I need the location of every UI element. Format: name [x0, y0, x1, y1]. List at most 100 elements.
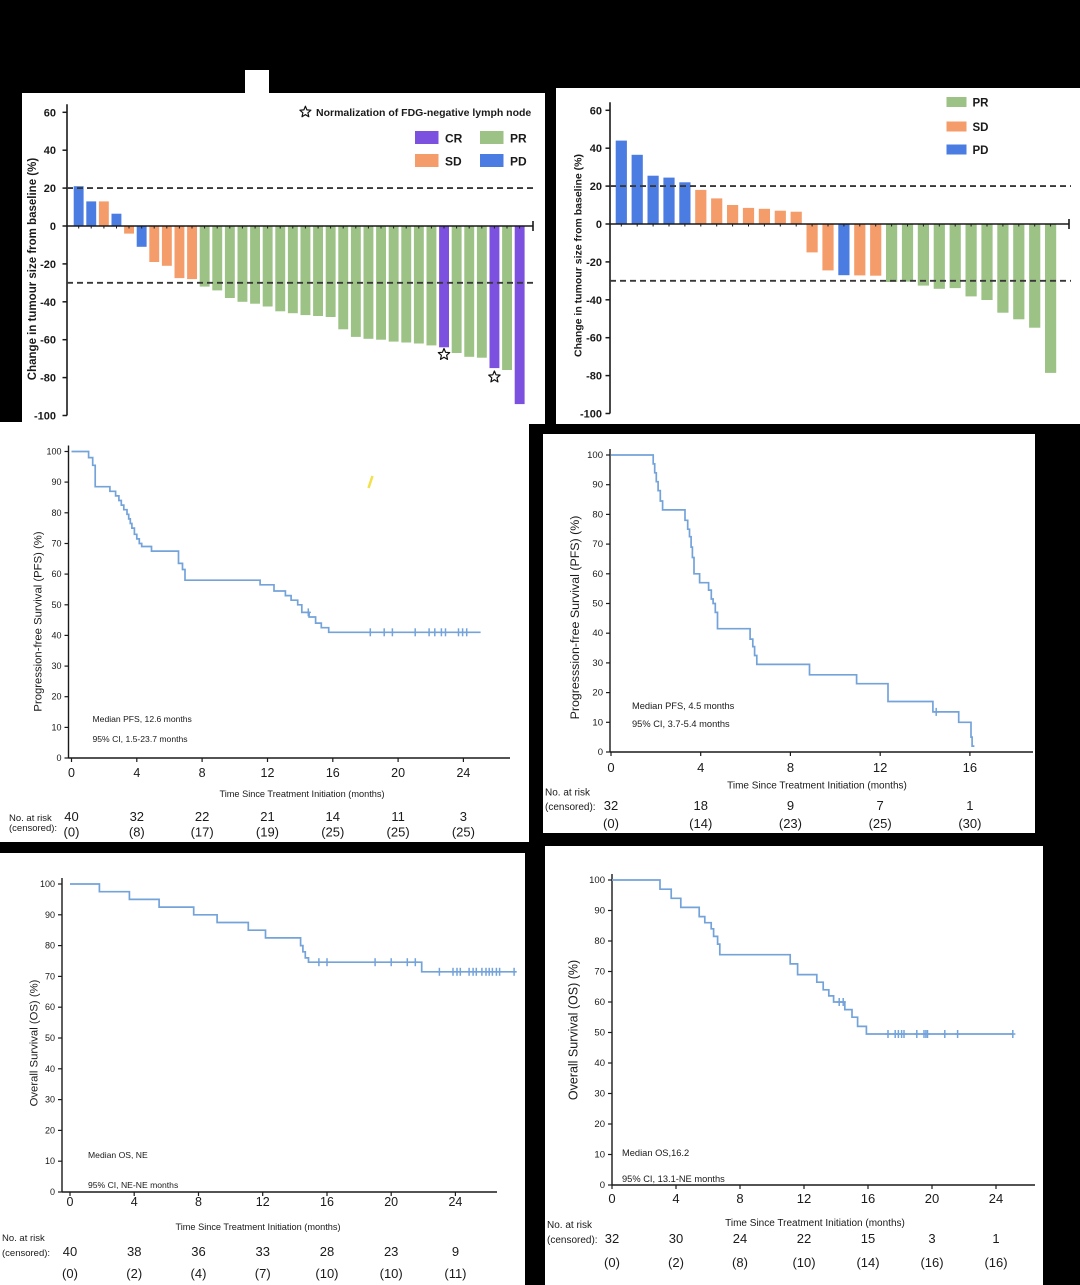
svg-text:12: 12: [256, 1195, 270, 1209]
svg-text:3: 3: [928, 1231, 935, 1246]
svg-text:(2): (2): [668, 1255, 684, 1270]
svg-text:80: 80: [51, 508, 61, 518]
svg-text:No. at risk: No. at risk: [2, 1233, 45, 1244]
svg-text:80: 80: [592, 509, 603, 520]
svg-text:No. at risk: No. at risk: [547, 1220, 593, 1231]
svg-text:38: 38: [127, 1244, 141, 1259]
svg-text:(censored):: (censored):: [2, 1248, 50, 1259]
svg-text:24: 24: [448, 1195, 462, 1209]
svg-text:32: 32: [604, 798, 618, 813]
svg-text:(14): (14): [689, 816, 712, 831]
svg-text:(11): (11): [444, 1266, 466, 1281]
svg-text:18: 18: [693, 798, 707, 813]
svg-text:-40: -40: [586, 295, 602, 307]
svg-text:-60: -60: [586, 333, 602, 345]
svg-text:(25): (25): [387, 825, 410, 840]
svg-text:(0): (0): [64, 825, 80, 840]
svg-text:-100: -100: [580, 409, 602, 421]
svg-text:70: 70: [592, 539, 603, 550]
svg-text:80: 80: [594, 936, 605, 947]
svg-text:8: 8: [199, 766, 206, 780]
svg-text:-80: -80: [40, 373, 56, 385]
svg-text:(14): (14): [856, 1255, 879, 1270]
svg-text:(25): (25): [452, 825, 475, 840]
svg-text:9: 9: [452, 1244, 459, 1259]
svg-text:(4): (4): [191, 1266, 207, 1281]
svg-text:60: 60: [594, 997, 605, 1008]
svg-text:1: 1: [992, 1231, 999, 1246]
svg-text:No. at risk: No. at risk: [9, 813, 52, 824]
svg-text:30: 30: [669, 1231, 683, 1246]
svg-text:100: 100: [587, 450, 603, 461]
svg-text:24: 24: [989, 1191, 1003, 1206]
svg-text:40: 40: [44, 145, 56, 157]
svg-text:70: 70: [45, 971, 55, 981]
svg-text:15: 15: [861, 1231, 875, 1246]
svg-text:95% CI, NE-NE months: 95% CI, NE-NE months: [88, 1180, 178, 1190]
svg-text:16: 16: [861, 1191, 875, 1206]
svg-text:40: 40: [590, 143, 602, 155]
svg-text:(censored):: (censored):: [547, 1235, 598, 1246]
svg-text:60: 60: [51, 569, 61, 579]
svg-text:4: 4: [672, 1191, 679, 1206]
svg-text:(0): (0): [604, 1255, 620, 1270]
svg-text:16: 16: [326, 766, 340, 780]
svg-text:(16): (16): [984, 1255, 1007, 1270]
svg-text:SD: SD: [973, 122, 989, 134]
svg-text:(25): (25): [321, 825, 344, 840]
svg-text:20: 20: [51, 692, 61, 702]
svg-text:20: 20: [44, 183, 56, 195]
svg-text:90: 90: [594, 906, 605, 917]
svg-text:Time Since Treatment Initiatio: Time Since Treatment Initiation (months): [725, 1218, 905, 1229]
svg-text:40: 40: [64, 809, 78, 824]
svg-text:100: 100: [40, 879, 55, 889]
svg-text:21: 21: [260, 809, 274, 824]
svg-text:(2): (2): [126, 1266, 142, 1281]
svg-text:0: 0: [50, 1187, 55, 1197]
svg-text:-60: -60: [40, 335, 56, 347]
svg-text:20: 20: [594, 1119, 605, 1130]
svg-text:0: 0: [607, 760, 614, 775]
svg-text:16: 16: [320, 1195, 334, 1209]
svg-text:Median OS, NE: Median OS, NE: [88, 1150, 148, 1160]
svg-text:24: 24: [456, 766, 470, 780]
svg-text:PR: PR: [510, 132, 527, 146]
svg-text:9: 9: [787, 798, 794, 813]
svg-text:PD: PD: [510, 155, 527, 169]
svg-text:-20: -20: [40, 259, 56, 271]
svg-text:7: 7: [877, 798, 884, 813]
svg-text:20: 20: [590, 181, 602, 193]
svg-text:1: 1: [966, 798, 973, 813]
svg-text:8: 8: [195, 1195, 202, 1209]
svg-text:Change in tumour size from bas: Change in tumour size from baseline (%): [27, 158, 39, 381]
svg-text:(16): (16): [920, 1255, 943, 1270]
svg-text:32: 32: [605, 1231, 619, 1246]
svg-text:24: 24: [733, 1231, 747, 1246]
svg-text:3: 3: [460, 809, 467, 824]
svg-text:10: 10: [592, 717, 603, 728]
svg-text:70: 70: [594, 967, 605, 978]
svg-text:(0): (0): [62, 1266, 78, 1281]
svg-text:0: 0: [56, 753, 61, 763]
svg-text:95% CI, 3.7-5.4 months: 95% CI, 3.7-5.4 months: [632, 719, 730, 729]
svg-text:50: 50: [51, 600, 61, 610]
svg-text:90: 90: [592, 480, 603, 491]
svg-text:-100: -100: [34, 411, 56, 423]
svg-text:60: 60: [44, 107, 56, 119]
svg-text:40: 40: [594, 1058, 605, 1069]
svg-text:20: 20: [925, 1191, 939, 1206]
svg-text:22: 22: [797, 1231, 811, 1246]
svg-text:Change in tumour size from bas: Change in tumour size from baseline (%): [573, 154, 585, 357]
svg-text:SD: SD: [445, 155, 462, 169]
svg-text:60: 60: [590, 105, 602, 117]
svg-text:20: 20: [384, 1195, 398, 1209]
svg-text:30: 30: [594, 1089, 605, 1100]
svg-text:0: 0: [598, 747, 603, 758]
svg-text:30: 30: [45, 1095, 55, 1105]
svg-text:Progresssion-free Survival (PF: Progresssion-free Survival (PFS) (%): [568, 516, 582, 720]
svg-text:(25): (25): [869, 816, 892, 831]
svg-text:100: 100: [46, 447, 61, 457]
svg-text:50: 50: [45, 1033, 55, 1043]
svg-text:Overall Survival (OS) (%): Overall Survival (OS) (%): [29, 979, 41, 1106]
svg-text:36: 36: [191, 1244, 205, 1259]
